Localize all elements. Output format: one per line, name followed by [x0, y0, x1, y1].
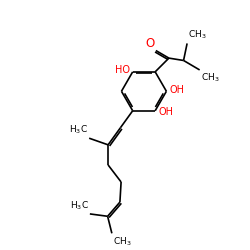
Text: OH: OH	[158, 107, 173, 117]
Text: H$_3$C: H$_3$C	[69, 124, 88, 136]
Text: O: O	[145, 37, 154, 50]
Text: OH: OH	[169, 85, 184, 95]
Text: HO: HO	[115, 65, 130, 75]
Text: CH$_3$: CH$_3$	[201, 71, 220, 84]
Text: CH$_3$: CH$_3$	[188, 28, 207, 41]
Text: H$_3$C: H$_3$C	[70, 200, 88, 212]
Text: CH$_3$: CH$_3$	[113, 236, 132, 248]
